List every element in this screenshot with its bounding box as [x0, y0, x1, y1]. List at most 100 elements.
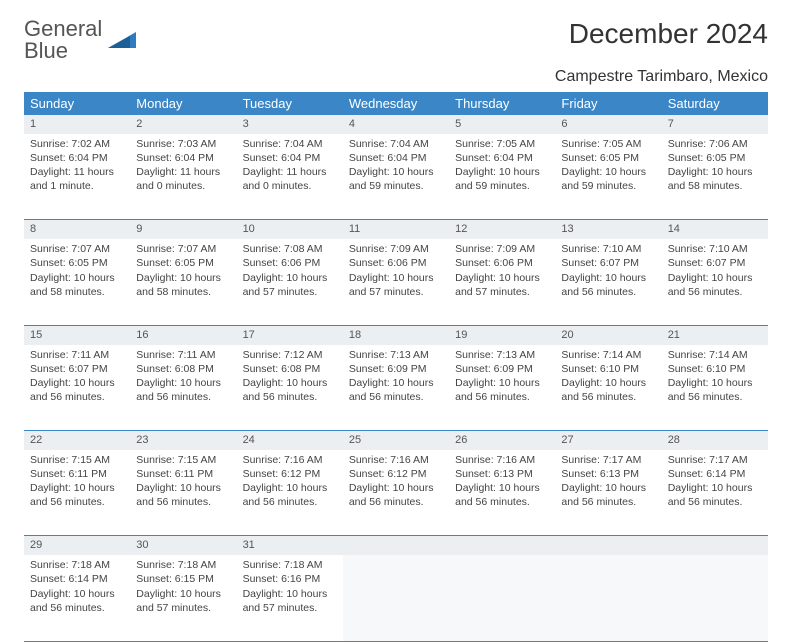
day-number-cell: 3: [237, 115, 343, 134]
daylight-text: Daylight: 11 hours and 1 minute.: [30, 165, 124, 193]
col-thursday: Thursday: [449, 92, 555, 115]
daynum-row: 891011121314: [24, 220, 768, 239]
day-body-cell: Sunrise: 7:09 AMSunset: 6:06 PMDaylight:…: [343, 239, 449, 325]
daylight-text: Daylight: 11 hours and 0 minutes.: [243, 165, 337, 193]
day-number-cell: 16: [130, 325, 236, 344]
daylight-text: Daylight: 10 hours and 56 minutes.: [349, 481, 443, 509]
daylight-text: Daylight: 10 hours and 57 minutes.: [243, 271, 337, 299]
day-body-cell: Sunrise: 7:17 AMSunset: 6:14 PMDaylight:…: [662, 450, 768, 536]
day-body-cell: Sunrise: 7:16 AMSunset: 6:12 PMDaylight:…: [237, 450, 343, 536]
col-monday: Monday: [130, 92, 236, 115]
day-body-cell: Sunrise: 7:14 AMSunset: 6:10 PMDaylight:…: [662, 345, 768, 431]
daylight-text: Daylight: 10 hours and 56 minutes.: [243, 376, 337, 404]
daylight-text: Daylight: 10 hours and 56 minutes.: [30, 376, 124, 404]
day-number-cell: 17: [237, 325, 343, 344]
sunset-text: Sunset: 6:16 PM: [243, 572, 337, 586]
daylight-text: Daylight: 10 hours and 56 minutes.: [136, 376, 230, 404]
day-body-row: Sunrise: 7:15 AMSunset: 6:11 PMDaylight:…: [24, 450, 768, 536]
day-number-cell: 22: [24, 431, 130, 450]
sunrise-text: Sunrise: 7:14 AM: [668, 348, 762, 362]
sunrise-text: Sunrise: 7:16 AM: [243, 453, 337, 467]
day-body-cell: Sunrise: 7:02 AMSunset: 6:04 PMDaylight:…: [24, 134, 130, 220]
day-body-cell: Sunrise: 7:05 AMSunset: 6:05 PMDaylight:…: [555, 134, 661, 220]
day-number-cell: 31: [237, 536, 343, 555]
sunrise-text: Sunrise: 7:15 AM: [136, 453, 230, 467]
day-body-cell: [343, 555, 449, 641]
day-number-cell: 5: [449, 115, 555, 134]
daylight-text: Daylight: 10 hours and 58 minutes.: [136, 271, 230, 299]
day-number-cell: [343, 536, 449, 555]
sunset-text: Sunset: 6:05 PM: [136, 256, 230, 270]
day-body-cell: Sunrise: 7:04 AMSunset: 6:04 PMDaylight:…: [237, 134, 343, 220]
daynum-row: 22232425262728: [24, 431, 768, 450]
sunrise-text: Sunrise: 7:12 AM: [243, 348, 337, 362]
col-friday: Friday: [555, 92, 661, 115]
sunset-text: Sunset: 6:13 PM: [561, 467, 655, 481]
day-body-cell: Sunrise: 7:15 AMSunset: 6:11 PMDaylight:…: [24, 450, 130, 536]
daylight-text: Daylight: 10 hours and 56 minutes.: [30, 481, 124, 509]
day-body-cell: Sunrise: 7:13 AMSunset: 6:09 PMDaylight:…: [449, 345, 555, 431]
col-tuesday: Tuesday: [237, 92, 343, 115]
sunrise-text: Sunrise: 7:17 AM: [668, 453, 762, 467]
day-number-cell: 24: [237, 431, 343, 450]
sunset-text: Sunset: 6:06 PM: [455, 256, 549, 270]
sunrise-text: Sunrise: 7:06 AM: [668, 137, 762, 151]
brand-logo: General Blue: [24, 18, 136, 62]
sunset-text: Sunset: 6:12 PM: [349, 467, 443, 481]
sunrise-text: Sunrise: 7:13 AM: [349, 348, 443, 362]
sunset-text: Sunset: 6:15 PM: [136, 572, 230, 586]
day-body-cell: Sunrise: 7:09 AMSunset: 6:06 PMDaylight:…: [449, 239, 555, 325]
day-number-cell: 20: [555, 325, 661, 344]
day-number-cell: 9: [130, 220, 236, 239]
daylight-text: Daylight: 10 hours and 56 minutes.: [136, 481, 230, 509]
day-body-cell: Sunrise: 7:08 AMSunset: 6:06 PMDaylight:…: [237, 239, 343, 325]
sunrise-text: Sunrise: 7:04 AM: [243, 137, 337, 151]
sunset-text: Sunset: 6:13 PM: [455, 467, 549, 481]
daylight-text: Daylight: 10 hours and 56 minutes.: [668, 376, 762, 404]
day-number-cell: 11: [343, 220, 449, 239]
sunrise-text: Sunrise: 7:16 AM: [455, 453, 549, 467]
day-body-row: Sunrise: 7:07 AMSunset: 6:05 PMDaylight:…: [24, 239, 768, 325]
sunrise-text: Sunrise: 7:18 AM: [30, 558, 124, 572]
sunset-text: Sunset: 6:05 PM: [668, 151, 762, 165]
day-number-cell: 29: [24, 536, 130, 555]
daynum-row: 1234567: [24, 115, 768, 134]
sunset-text: Sunset: 6:06 PM: [349, 256, 443, 270]
daynum-row: 15161718192021: [24, 325, 768, 344]
day-number-cell: 14: [662, 220, 768, 239]
sunrise-text: Sunrise: 7:02 AM: [30, 137, 124, 151]
day-number-cell: 26: [449, 431, 555, 450]
daylight-text: Daylight: 10 hours and 57 minutes.: [349, 271, 443, 299]
day-body-cell: Sunrise: 7:18 AMSunset: 6:16 PMDaylight:…: [237, 555, 343, 641]
page-title: December 2024: [569, 18, 768, 50]
weekday-header-row: Sunday Monday Tuesday Wednesday Thursday…: [24, 92, 768, 115]
day-body-cell: [662, 555, 768, 641]
header: General Blue December 2024: [24, 18, 768, 62]
day-body-row: Sunrise: 7:18 AMSunset: 6:14 PMDaylight:…: [24, 555, 768, 641]
day-number-cell: 10: [237, 220, 343, 239]
day-body-row: Sunrise: 7:02 AMSunset: 6:04 PMDaylight:…: [24, 134, 768, 220]
location-label: Campestre Tarimbaro, Mexico: [24, 68, 768, 86]
day-number-cell: 2: [130, 115, 236, 134]
sunrise-text: Sunrise: 7:18 AM: [243, 558, 337, 572]
day-body-cell: Sunrise: 7:11 AMSunset: 6:07 PMDaylight:…: [24, 345, 130, 431]
day-number-cell: 13: [555, 220, 661, 239]
day-number-cell: 12: [449, 220, 555, 239]
day-body-cell: Sunrise: 7:18 AMSunset: 6:15 PMDaylight:…: [130, 555, 236, 641]
sunrise-text: Sunrise: 7:08 AM: [243, 242, 337, 256]
sunrise-text: Sunrise: 7:05 AM: [561, 137, 655, 151]
day-body-cell: Sunrise: 7:03 AMSunset: 6:04 PMDaylight:…: [130, 134, 236, 220]
day-body-cell: [449, 555, 555, 641]
sunrise-text: Sunrise: 7:10 AM: [668, 242, 762, 256]
day-number-cell: 28: [662, 431, 768, 450]
daylight-text: Daylight: 10 hours and 57 minutes.: [455, 271, 549, 299]
sunset-text: Sunset: 6:06 PM: [243, 256, 337, 270]
sunset-text: Sunset: 6:14 PM: [30, 572, 124, 586]
daylight-text: Daylight: 10 hours and 58 minutes.: [668, 165, 762, 193]
daylight-text: Daylight: 10 hours and 56 minutes.: [455, 481, 549, 509]
day-body-cell: Sunrise: 7:12 AMSunset: 6:08 PMDaylight:…: [237, 345, 343, 431]
sunset-text: Sunset: 6:04 PM: [30, 151, 124, 165]
sunrise-text: Sunrise: 7:17 AM: [561, 453, 655, 467]
day-number-cell: 19: [449, 325, 555, 344]
daylight-text: Daylight: 10 hours and 59 minutes.: [349, 165, 443, 193]
